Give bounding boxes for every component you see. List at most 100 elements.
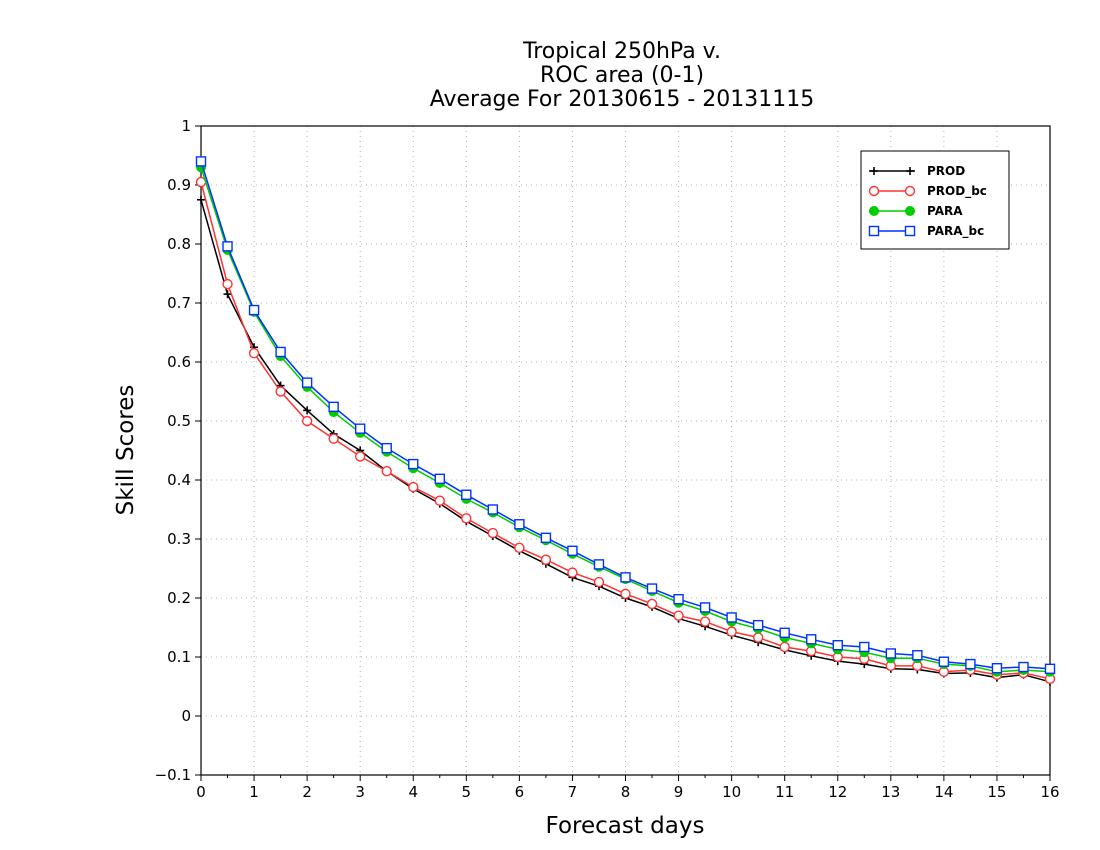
chart-title-line-3: Average For 20130615 - 20131115 <box>430 87 815 112</box>
data-point <box>593 559 605 570</box>
legend-marker <box>904 185 916 197</box>
data-point <box>1018 661 1029 673</box>
data-point <box>408 458 419 470</box>
data-point <box>752 619 764 631</box>
legend-label: PROD <box>927 164 965 178</box>
data-point <box>408 481 419 493</box>
y-axis-title: Skill Scores <box>113 385 139 516</box>
data-point <box>646 598 658 610</box>
legend-marker <box>870 167 878 175</box>
x-tick-label: 12 <box>828 783 847 801</box>
legend-marker <box>868 185 880 197</box>
data-point <box>222 241 233 252</box>
x-tick-label: 14 <box>934 783 953 801</box>
x-tick-label: 3 <box>355 783 365 801</box>
x-tick-label: 15 <box>987 783 1006 801</box>
data-point <box>434 495 445 506</box>
series-prod <box>197 195 1054 686</box>
data-point <box>620 588 631 600</box>
x-tick-label: 16 <box>1040 783 1059 801</box>
data-point <box>354 451 366 462</box>
legend-entry: PROD <box>869 164 965 178</box>
data-point <box>620 572 631 583</box>
data-point <box>540 554 552 565</box>
x-tick-label: 1 <box>249 783 259 801</box>
data-point <box>514 519 525 530</box>
data-point <box>885 648 897 659</box>
legend-marker <box>868 225 880 237</box>
y-tick-label: 0.3 <box>167 530 191 548</box>
data-point <box>832 640 843 651</box>
y-tick-label: 0.5 <box>167 412 191 430</box>
legend-label: PROD_bc <box>927 184 987 199</box>
data-point <box>461 489 472 500</box>
data-point <box>275 346 286 358</box>
y-tick-label: −0.1 <box>155 766 191 784</box>
axis-ticks: 0 1 2 3 4 5 6 7 8 9 10 11 12 13 14 15 16−0.100.10.20.30.… <box>155 117 1060 801</box>
y-tick-label: 1 <box>181 117 191 135</box>
chart-title-line-1: Tropical 250hPa v. <box>522 39 721 64</box>
series-line <box>200 199 1051 683</box>
data-point <box>726 626 737 637</box>
legend-label: PARA_bc <box>927 224 984 239</box>
data-point <box>779 641 790 653</box>
data-point <box>197 195 205 204</box>
data-point <box>248 304 260 316</box>
data-point <box>487 527 499 539</box>
y-tick-label: 0.6 <box>167 353 191 371</box>
x-tick-label: 9 <box>674 783 684 801</box>
data-point <box>912 650 923 661</box>
x-tick-label: 5 <box>462 783 472 801</box>
x-tick-label: 13 <box>881 783 900 801</box>
data-point <box>275 386 286 397</box>
data-point <box>354 423 366 434</box>
data-point <box>779 627 790 639</box>
x-tick-label: 6 <box>515 783 525 801</box>
x-tick-label: 8 <box>621 783 631 801</box>
data-point <box>646 583 658 594</box>
data-point <box>752 632 764 643</box>
data-point <box>593 576 605 588</box>
chart-title-line-2: ROC area (0-1) <box>540 63 704 88</box>
legend-box <box>860 150 1010 250</box>
x-tick-label: 0 <box>196 783 206 801</box>
data-point <box>222 278 233 290</box>
series-layer <box>195 156 1056 686</box>
data-point <box>301 377 313 388</box>
y-tick-label: 0.9 <box>167 176 191 194</box>
data-point <box>434 473 445 485</box>
series-para-bc <box>195 156 1056 674</box>
y-tick-label: 0 <box>181 707 191 725</box>
data-point <box>248 347 260 359</box>
y-tick-label: 0.2 <box>167 589 191 607</box>
data-point <box>567 545 578 556</box>
data-point <box>540 532 552 544</box>
x-tick-label: 4 <box>408 783 418 801</box>
y-tick-label: 0.7 <box>167 294 191 312</box>
data-point <box>991 663 1003 674</box>
legend-entry: PARA <box>869 204 963 218</box>
y-tick-label: 0.8 <box>167 235 191 253</box>
legend-marker <box>905 206 915 216</box>
data-point <box>303 406 312 415</box>
data-point <box>806 634 817 645</box>
x-tick-label: 11 <box>775 783 794 801</box>
y-tick-label: 0.1 <box>167 648 191 666</box>
data-point <box>381 442 392 454</box>
x-tick-label: 10 <box>722 783 741 801</box>
data-point <box>328 433 339 444</box>
data-point <box>487 504 499 515</box>
x-tick-label: 7 <box>568 783 578 801</box>
data-point <box>673 610 684 621</box>
data-point <box>195 156 207 167</box>
legend-label: PARA <box>927 204 963 218</box>
data-point <box>965 658 976 670</box>
data-point <box>859 641 870 653</box>
data-point <box>567 567 578 578</box>
data-point <box>699 602 711 613</box>
data-point <box>1044 663 1056 674</box>
data-point <box>328 401 339 413</box>
data-point <box>699 616 711 627</box>
data-point <box>726 612 737 623</box>
